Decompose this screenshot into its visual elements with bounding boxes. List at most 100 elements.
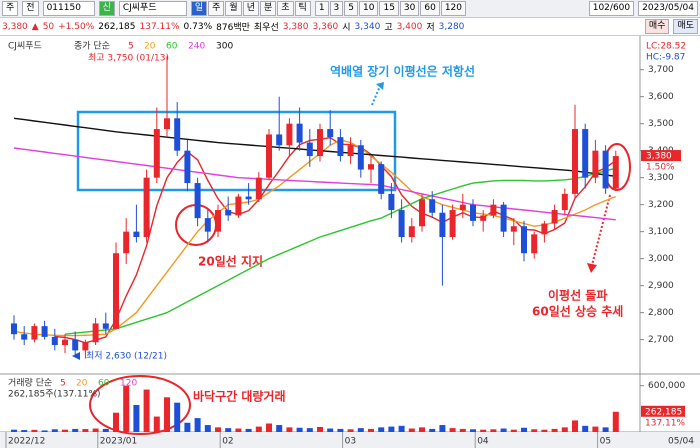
legend-entry: 60: [166, 42, 178, 52]
price-change-label: 1.50%: [646, 163, 675, 173]
interval[interactable]: 3: [329, 1, 344, 16]
volume-bar: [72, 428, 79, 432]
volume-bar: [459, 428, 466, 432]
intervals: 1 3 5 10 15 30 60 120: [314, 1, 467, 16]
volume-bar: [286, 427, 293, 432]
candle-body: [459, 204, 466, 211]
interval[interactable]: 120: [440, 1, 467, 16]
candle-body: [612, 156, 619, 189]
candle-body: [225, 210, 232, 216]
volume-bar: [276, 425, 283, 432]
candle-body: [276, 134, 283, 146]
tab[interactable]: 분: [259, 1, 277, 16]
volume-bar: [510, 429, 517, 432]
candle-body: [21, 334, 28, 340]
tab[interactable]: 년: [242, 1, 259, 16]
volume-bar: [82, 429, 89, 432]
up-arrow: ▲: [31, 21, 39, 32]
candle-body: [123, 231, 130, 254]
candle-body: [62, 339, 68, 346]
volume-bar: [306, 428, 313, 432]
legend-entry: 20: [144, 42, 156, 52]
ma-line: [13, 117, 616, 177]
tab[interactable]: 일: [190, 1, 208, 16]
code-input[interactable]: 011150: [42, 1, 95, 16]
candle-body: [490, 204, 497, 216]
candle-body: [602, 150, 609, 189]
interval[interactable]: 5: [344, 1, 359, 16]
candle-body: [347, 145, 354, 157]
tab[interactable]: 틱: [294, 1, 311, 16]
tab[interactable]: 월: [225, 1, 242, 16]
price-marker-label: 3,380: [646, 152, 672, 162]
change-pct: +1.50%: [58, 21, 95, 32]
volume-bar: [113, 412, 119, 432]
candle-body: [204, 218, 211, 232]
legend-entry: 300: [216, 42, 233, 52]
tab[interactable]: 초: [277, 1, 294, 16]
legend-entry: 60: [98, 379, 110, 389]
interval[interactable]: 30: [399, 1, 420, 16]
volume-bar: [255, 426, 262, 432]
candle-body: [82, 342, 89, 351]
legend-entry: 20: [76, 379, 88, 389]
interval[interactable]: 10: [359, 1, 379, 16]
y-tick-label: 2,800: [648, 308, 674, 318]
candle-body: [470, 204, 476, 221]
candle-body: [306, 142, 313, 157]
open-label: 시: [342, 23, 351, 33]
mode-select[interactable]: 전: [22, 1, 39, 16]
candle-body: [194, 183, 201, 219]
volume-bar: [521, 427, 527, 432]
buy-button[interactable]: 매수: [644, 19, 670, 34]
interval[interactable]: 1: [314, 1, 329, 16]
volume-bar: [500, 428, 507, 432]
volume-bar: [194, 418, 201, 432]
annotation: 최고 3,750 (01/13): [88, 53, 169, 64]
volume-bar: [266, 423, 272, 432]
turnover: 0.73%: [183, 21, 213, 32]
volume-bar: [388, 426, 395, 432]
candle-body: [327, 129, 334, 138]
candle-body: [521, 226, 527, 254]
volume-bar: [378, 427, 385, 432]
volume-bar: [602, 427, 609, 432]
volume-bar: [31, 429, 38, 432]
volume-bar: [174, 402, 181, 432]
tab[interactable]: 주: [208, 1, 225, 16]
count: 102/600: [588, 1, 635, 16]
volume-bar: [184, 422, 191, 432]
y-tick-label: 2,700: [648, 335, 674, 345]
annotation: 60일선 상승 추세: [532, 304, 623, 319]
volume-bar: [337, 428, 344, 432]
x-tick-label: 04: [477, 437, 489, 447]
period-select[interactable]: 주: [2, 1, 19, 16]
candle-body: [266, 134, 272, 178]
high-label: 고: [384, 23, 393, 33]
sell-button[interactable]: 매도: [673, 19, 698, 34]
candle-body: [164, 118, 170, 130]
candle-body: [419, 199, 425, 227]
volume-bar: [245, 428, 252, 432]
y-tick-label: 600,000: [648, 381, 685, 391]
ma-line: [13, 139, 617, 337]
volume-caption: 262,185주(137.11%): [8, 389, 101, 400]
price: 3,380: [2, 21, 28, 32]
interval[interactable]: 15: [379, 1, 399, 16]
candle-body: [245, 196, 252, 200]
volume-bar: [541, 429, 548, 432]
candle-body: [174, 118, 181, 151]
annotation: 바닥구간 대량거래: [193, 389, 286, 404]
candle-body: [143, 177, 150, 238]
volume-bar: [572, 420, 578, 432]
volume-bar: [368, 428, 374, 432]
legend-entry: 5: [128, 42, 134, 52]
candle-body: [51, 336, 58, 346]
date[interactable]: 2023/05/04: [638, 1, 698, 16]
interval[interactable]: 60: [420, 1, 440, 16]
arrow: [591, 194, 611, 266]
volume-bar: [347, 429, 354, 432]
date-axis-bg: [0, 432, 700, 448]
